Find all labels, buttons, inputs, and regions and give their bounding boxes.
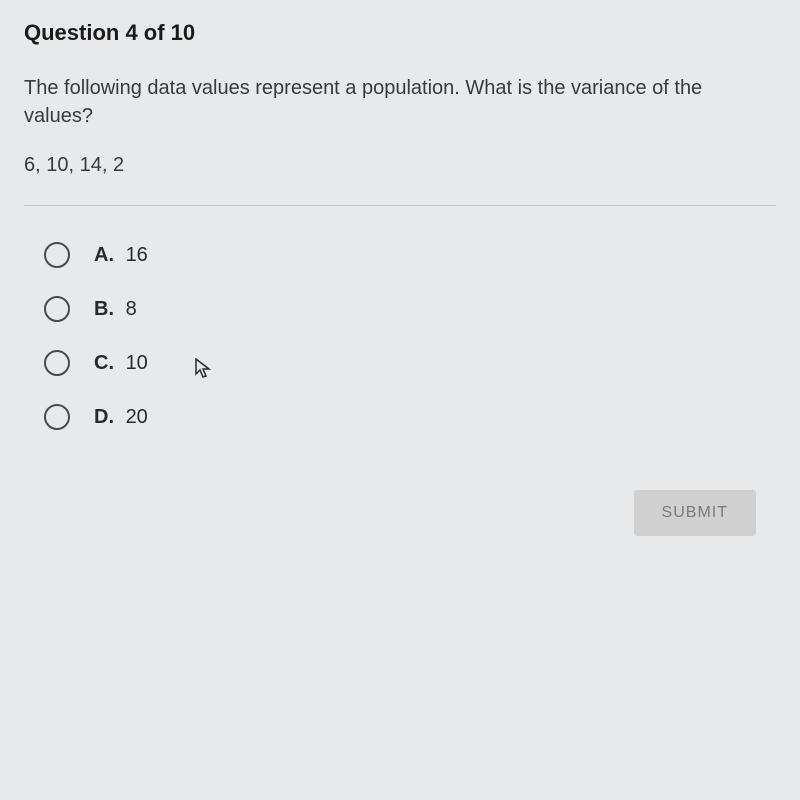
option-d-letter: D. [94, 406, 114, 428]
option-d[interactable]: D. 20 [44, 404, 776, 430]
section-divider [24, 205, 776, 206]
option-c-value: 10 [126, 352, 148, 374]
question-text: The following data values represent a po… [24, 74, 776, 130]
option-b-label: B. 8 [94, 298, 137, 321]
radio-b[interactable] [44, 296, 70, 322]
options-list: A. 16 B. 8 C. 10 D. 20 [24, 242, 776, 430]
option-b[interactable]: B. 8 [44, 296, 776, 322]
option-a-value: 16 [126, 244, 148, 266]
question-data-values: 6, 10, 14, 2 [24, 154, 776, 177]
option-a[interactable]: A. 16 [44, 242, 776, 268]
option-b-value: 8 [126, 298, 137, 320]
option-b-letter: B. [94, 298, 114, 320]
submit-container: SUBMIT [24, 490, 776, 536]
radio-a[interactable] [44, 242, 70, 268]
radio-c[interactable] [44, 350, 70, 376]
option-c[interactable]: C. 10 [44, 350, 776, 376]
option-a-label: A. 16 [94, 244, 148, 267]
option-c-letter: C. [94, 352, 114, 374]
question-header: Question 4 of 10 [24, 20, 776, 46]
submit-button[interactable]: SUBMIT [634, 490, 756, 536]
option-d-label: D. 20 [94, 406, 148, 429]
option-c-label: C. 10 [94, 352, 148, 375]
option-a-letter: A. [94, 244, 114, 266]
radio-d[interactable] [44, 404, 70, 430]
option-d-value: 20 [126, 406, 148, 428]
